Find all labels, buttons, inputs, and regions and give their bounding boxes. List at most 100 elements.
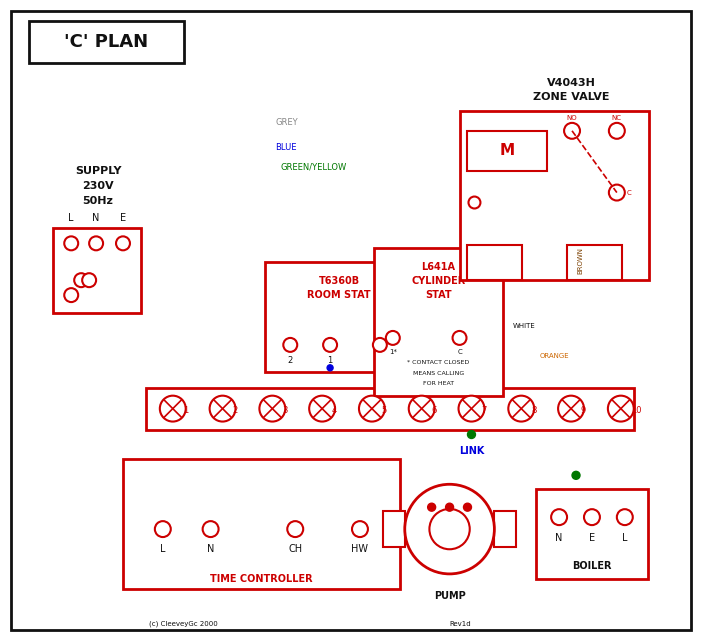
Circle shape [260, 395, 285, 422]
Circle shape [468, 431, 475, 438]
Text: L: L [622, 533, 628, 543]
Text: 9: 9 [581, 406, 586, 415]
Circle shape [89, 237, 103, 250]
Text: L: L [69, 213, 74, 224]
Circle shape [409, 395, 435, 422]
Circle shape [609, 123, 625, 139]
Text: 2: 2 [232, 406, 238, 415]
Text: L641A: L641A [422, 262, 456, 272]
Circle shape [155, 521, 171, 537]
Text: BROWN: BROWN [577, 247, 583, 274]
Circle shape [468, 197, 480, 208]
Text: CH: CH [289, 544, 303, 554]
Text: 7: 7 [482, 406, 486, 415]
Circle shape [65, 288, 78, 302]
Text: E: E [120, 213, 126, 224]
Circle shape [74, 273, 88, 287]
Text: E: E [446, 524, 453, 534]
Text: 3*: 3* [375, 356, 385, 365]
Text: ROOM STAT: ROOM STAT [307, 290, 371, 300]
Text: 3: 3 [282, 406, 288, 415]
Text: ZONE VALVE: ZONE VALVE [533, 92, 609, 102]
Text: C: C [627, 190, 632, 196]
Text: NO: NO [567, 115, 577, 121]
Circle shape [359, 395, 385, 422]
Circle shape [609, 185, 625, 201]
Circle shape [572, 471, 580, 479]
Text: 2: 2 [288, 356, 293, 365]
Text: (c) CleeveyGc 2000: (c) CleeveyGc 2000 [149, 620, 218, 627]
Text: N: N [555, 533, 563, 543]
Text: TIME CONTROLLER: TIME CONTROLLER [210, 574, 312, 584]
Circle shape [608, 395, 634, 422]
Bar [567, 246, 622, 280]
Circle shape [327, 365, 333, 370]
Text: * CONTACT CLOSED: * CONTACT CLOSED [407, 360, 470, 365]
Text: BLUE: BLUE [275, 143, 297, 152]
Text: FOR HEAT: FOR HEAT [423, 381, 454, 386]
Text: 'C' PLAN: 'C' PLAN [64, 33, 148, 51]
Circle shape [160, 395, 186, 422]
Bar [29, 21, 184, 63]
Circle shape [284, 338, 297, 352]
Circle shape [352, 521, 368, 537]
Circle shape [203, 521, 218, 537]
Text: GREEN/YELLOW: GREEN/YELLOW [280, 163, 347, 172]
Text: N: N [93, 213, 100, 224]
Circle shape [373, 338, 387, 352]
Circle shape [210, 395, 235, 422]
Circle shape [446, 503, 453, 511]
Bar [468, 246, 522, 280]
Text: CYLINDER: CYLINDER [411, 276, 465, 286]
Bar [146, 388, 634, 429]
Text: 6: 6 [432, 406, 437, 415]
Circle shape [551, 509, 567, 525]
Text: V4043H: V4043H [547, 78, 595, 88]
Bar [374, 248, 503, 395]
Circle shape [287, 521, 303, 537]
Circle shape [558, 395, 584, 422]
Text: T6360B: T6360B [319, 276, 359, 286]
Text: MEANS CALLING: MEANS CALLING [413, 370, 464, 376]
Bar [460, 111, 649, 280]
Text: 230V: 230V [82, 181, 114, 190]
Text: SUPPLY: SUPPLY [75, 165, 121, 176]
Text: HW: HW [352, 544, 369, 554]
Circle shape [453, 331, 467, 345]
Text: GREY: GREY [275, 118, 298, 127]
Text: 1*: 1* [389, 349, 397, 355]
Circle shape [463, 503, 472, 511]
Bar [494, 511, 516, 547]
Text: LINK: LINK [459, 446, 484, 456]
Text: NC: NC [612, 115, 622, 121]
Circle shape [584, 509, 600, 525]
Text: 50Hz: 50Hz [83, 196, 114, 206]
Circle shape [564, 123, 580, 139]
Circle shape [405, 485, 494, 574]
Circle shape [65, 237, 78, 250]
Text: N: N [428, 524, 435, 534]
Text: PUMP: PUMP [434, 591, 465, 601]
Bar [383, 511, 405, 547]
Text: 8: 8 [531, 406, 536, 415]
Text: N: N [207, 544, 214, 554]
Circle shape [617, 509, 633, 525]
Text: L: L [160, 544, 166, 554]
Circle shape [386, 331, 399, 345]
Text: STAT: STAT [425, 290, 452, 300]
Bar [123, 460, 399, 589]
Circle shape [309, 395, 335, 422]
Circle shape [428, 503, 436, 511]
Bar [265, 262, 413, 372]
Bar [536, 489, 648, 579]
Text: 1: 1 [327, 356, 333, 365]
Text: 1: 1 [183, 406, 188, 415]
Text: M: M [500, 143, 515, 158]
Circle shape [116, 237, 130, 250]
Text: 4: 4 [332, 406, 338, 415]
Bar [468, 131, 547, 171]
Text: C: C [457, 349, 462, 355]
Text: 10: 10 [631, 406, 642, 415]
Text: L: L [465, 524, 470, 534]
Circle shape [508, 395, 534, 422]
